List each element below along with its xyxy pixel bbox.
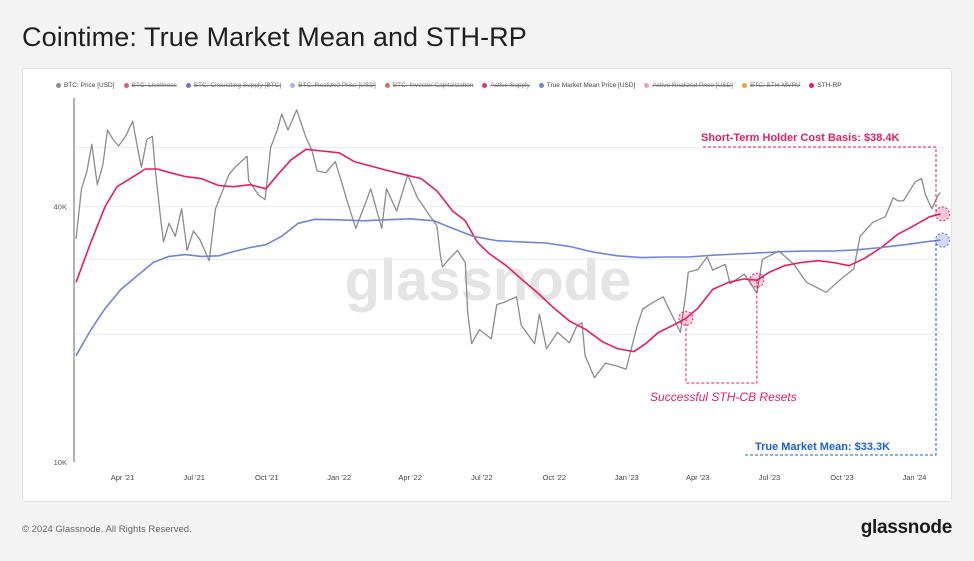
y-tick-label: 40K: [54, 202, 67, 211]
legend-label: Active Supply: [490, 81, 530, 89]
legend-swatch: [644, 82, 650, 88]
x-tick-label: Jan '22: [327, 473, 351, 482]
legend-swatch: [482, 82, 488, 88]
legend-swatch: [538, 82, 544, 88]
legend-item[interactable]: BTC: Realized Price [USD]: [290, 82, 376, 89]
x-tick-label: Apr '21: [111, 473, 135, 482]
legend-label: BTC: STH-MVRV: [749, 81, 801, 89]
legend-label: BTC: Realized Price [USD]: [298, 81, 376, 89]
legend-label: Active Realized Price [USD]: [652, 81, 733, 89]
legend-swatch: [809, 82, 815, 88]
tmm-callout-label: True Market Mean: $33.3K: [755, 441, 890, 453]
x-tick-label: Oct '22: [543, 473, 567, 482]
legend-label: STH-RP: [817, 81, 842, 89]
x-tick-label: Jul '21: [183, 473, 204, 482]
legend-item[interactable]: Active Realized Price [USD]: [644, 82, 733, 89]
series-layer: [75, 109, 941, 379]
annotations: Short-Term Holder Cost Basis: $38.4K True…: [650, 132, 950, 456]
legend-item[interactable]: True Market Mean Price [USD]: [538, 81, 636, 89]
legend-item[interactable]: BTC: Circulating Supply [BTC]: [185, 81, 282, 89]
sth-callout-label: Short-Term Holder Cost Basis: $38.4K: [701, 132, 900, 144]
x-tick-label: Jan '24: [903, 473, 927, 482]
axes: 10K 40K Apr '21 Jul '21 Oct '21 Jan '22 Apr '2…: [54, 98, 927, 482]
legend-label: BTC: Price [USD]: [64, 81, 115, 89]
sth-endpoint-marker: [934, 206, 950, 222]
reset-marker: [678, 310, 694, 326]
chart-legend: BTC: Price [USD] BTC: Liveliness BTC: Circ…: [56, 79, 946, 91]
series-line-btc-price-usd: [75, 109, 941, 379]
legend-item[interactable]: Active Supply: [482, 81, 530, 89]
reset-bracket: [685, 280, 758, 384]
legend-swatch: [384, 82, 390, 88]
legend-label: True Market Mean Price [USD]: [546, 81, 636, 89]
legend-label: BTC: Liveliness: [131, 81, 177, 89]
legend-item[interactable]: BTC: STH-MVRV: [741, 81, 801, 89]
brand-logo: glassnode: [860, 517, 953, 538]
x-tick-label: Jan '23: [615, 473, 639, 482]
x-tick-label: Jul '23: [759, 473, 780, 482]
x-tick-label: Apr '22: [398, 473, 422, 482]
chart-card: [22, 68, 952, 502]
resets-label: Successful STH-CB Resets: [650, 390, 797, 404]
legend-swatch: [56, 82, 61, 88]
tmm-callout-frame: [745, 240, 937, 456]
legend-item[interactable]: STH-RP: [809, 81, 842, 89]
gridlines: [76, 147, 946, 335]
legend-swatch: [290, 82, 296, 88]
series-line-sth-rp: [75, 148, 941, 353]
x-tick-label: Oct '23: [830, 473, 854, 482]
legend-label: BTC: Investor Capitalization: [392, 81, 474, 89]
y-tick-label: 10K: [54, 458, 67, 467]
sth-callout-frame: [703, 146, 937, 214]
legend-item[interactable]: BTC: Price [USD]: [56, 82, 115, 89]
legend-swatch: [123, 82, 129, 88]
x-tick-label: Jul '22: [471, 473, 492, 482]
copyright-text: © 2024 Glassnode. All Rights Reserved.: [22, 524, 192, 535]
legend-item[interactable]: BTC: Liveliness: [123, 81, 177, 89]
reset-marker: [749, 272, 765, 288]
watermark-logo: glassnode: [345, 248, 632, 313]
legend-item[interactable]: BTC: Investor Capitalization: [384, 81, 474, 89]
series-line-true-market-mean-price-usd: [75, 218, 941, 357]
legend-swatch: [185, 82, 191, 88]
x-tick-label: Oct '21: [255, 473, 279, 482]
page-title: Cointime: True Market Mean and STH-RP: [22, 22, 527, 52]
legend-label: BTC: Circulating Supply [BTC]: [193, 81, 282, 89]
legend-swatch: [741, 82, 747, 88]
x-tick-label: Apr '23: [686, 473, 710, 482]
tmm-endpoint-marker: [934, 232, 950, 248]
